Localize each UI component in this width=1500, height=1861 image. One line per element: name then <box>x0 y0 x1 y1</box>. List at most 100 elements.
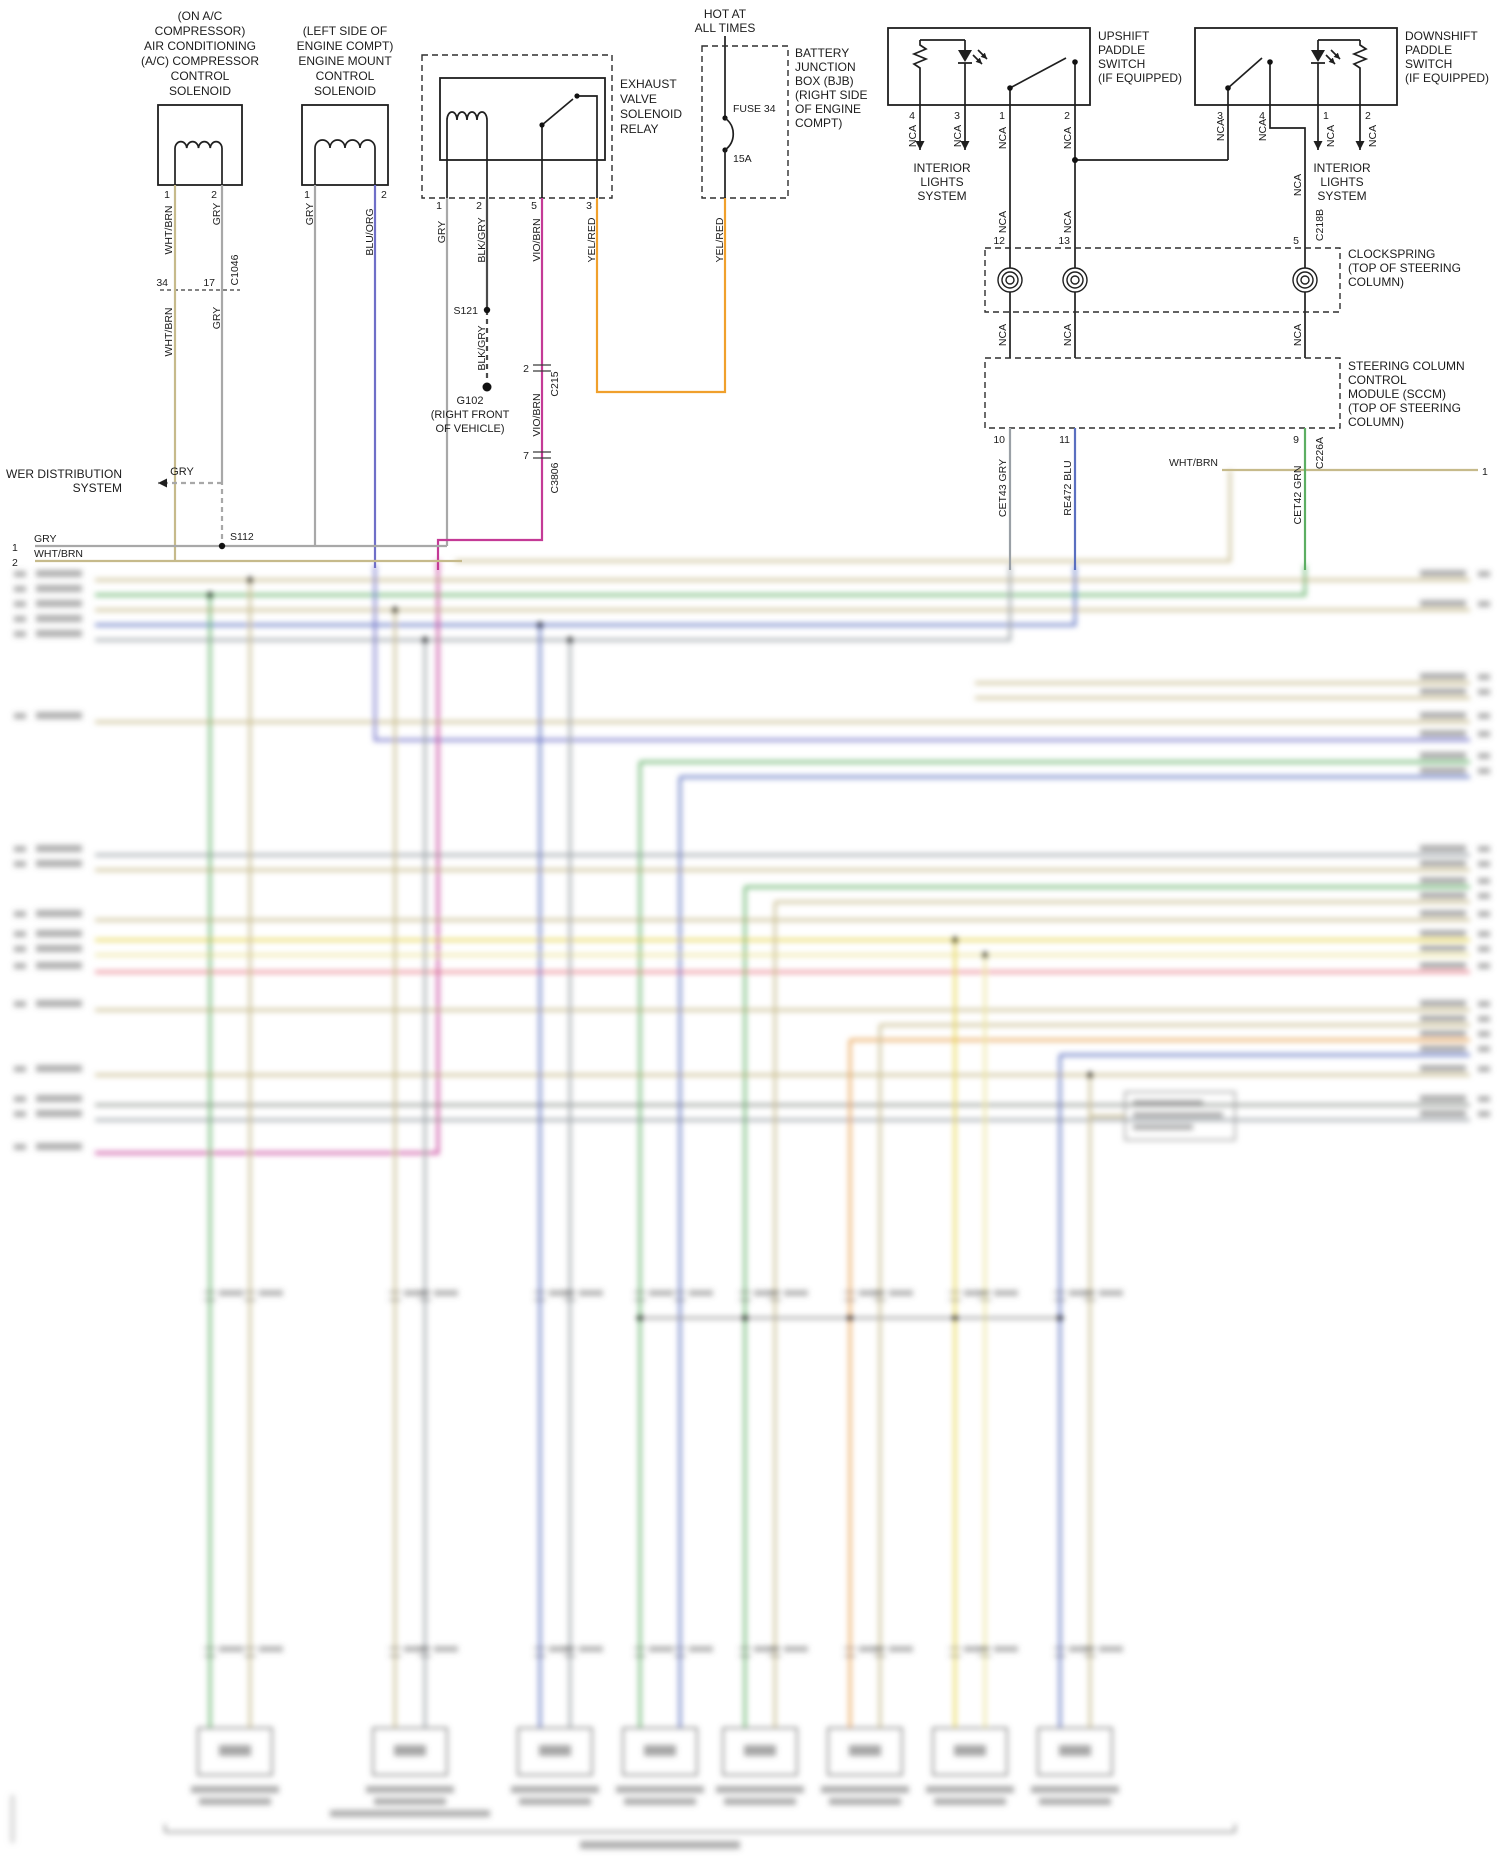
splice-s121-icon <box>483 306 491 314</box>
svg-text:3: 3 <box>1217 110 1223 122</box>
svg-text:WHT/BRN: WHT/BRN <box>34 548 83 560</box>
svg-text:NCA: NCA <box>952 125 964 147</box>
splice-s112-label: S112 <box>230 531 254 543</box>
upshift-paddle-switch: UPSHIFT PADDLE SWITCH (IF EQUIPPED) 4 3 … <box>887 27 1182 150</box>
svg-text:2: 2 <box>1365 110 1371 122</box>
svg-text:NCA: NCA <box>1062 324 1074 346</box>
mount-title: (LEFT SIDE OF <box>303 24 387 38</box>
svg-text:NCA: NCA <box>997 127 1009 149</box>
svg-text:3: 3 <box>954 110 960 122</box>
connector-c1046-label: C1046 <box>229 254 241 285</box>
svg-text:BOX (BJB): BOX (BJB) <box>795 74 854 88</box>
svg-text:JUNCTION: JUNCTION <box>795 60 856 74</box>
svg-text:YEL/RED: YEL/RED <box>714 217 726 262</box>
svg-text:17: 17 <box>203 277 215 289</box>
svg-text:NCA: NCA <box>997 211 1009 233</box>
interior-lights-left: INTERIOR LIGHTS SYSTEM <box>913 161 971 203</box>
svg-text:1: 1 <box>1323 110 1329 122</box>
exhaust-valve-solenoid-relay: EXHAUST VALVE SOLENOID RELAY 1 2 5 3 GRY… <box>421 54 682 263</box>
svg-text:12: 12 <box>993 235 1005 247</box>
svg-text:CONTROL: CONTROL <box>1348 373 1407 387</box>
svg-text:GRY: GRY <box>211 203 223 226</box>
svg-text:GRY: GRY <box>211 307 223 330</box>
svg-text:GRY: GRY <box>170 466 194 478</box>
svg-text:PADDLE: PADDLE <box>1098 43 1145 57</box>
hot-at-all-times: HOT AT <box>704 7 747 21</box>
relay-switch-icon <box>541 95 598 198</box>
clockspring-coil-icon <box>997 267 1023 293</box>
connector-c3806-icon <box>533 451 551 459</box>
led-arrow-icon <box>972 54 983 65</box>
fuse-rating: 15A <box>733 153 752 165</box>
wire-viobrn: 2 C215 VIO/BRN 7 C3806 <box>436 198 561 570</box>
svg-text:GRY: GRY <box>436 221 448 244</box>
ac-compressor-solenoid: (ON A/C COMPRESSOR) AIR CONDITIONING (A/… <box>141 9 259 357</box>
svg-text:RELAY: RELAY <box>620 122 658 136</box>
fuse-icon <box>724 117 735 151</box>
engine-mount-solenoid: (LEFT SIDE OF ENGINE COMPT) ENGINE MOUNT… <box>297 24 394 256</box>
mount-box <box>301 104 389 186</box>
clockspring-dashed-box <box>984 247 1341 313</box>
svg-text:OF ENGINE: OF ENGINE <box>795 102 861 116</box>
svg-text:COMPRESSOR): COMPRESSOR) <box>155 24 246 38</box>
svg-text:BLK/GRY: BLK/GRY <box>476 217 488 262</box>
svg-text:5: 5 <box>1293 235 1299 247</box>
svg-text:SYSTEM: SYSTEM <box>917 189 966 203</box>
svg-text:RE472 BLU: RE472 BLU <box>1062 460 1074 515</box>
svg-text:1: 1 <box>436 200 442 212</box>
svg-text:(TOP OF STEERING: (TOP OF STEERING <box>1348 401 1461 415</box>
svg-text:5: 5 <box>531 200 537 212</box>
svg-text:SOLENOID: SOLENOID <box>169 84 231 98</box>
relay-coil-icon <box>446 111 488 198</box>
resistor-icon <box>1351 40 1369 105</box>
svg-text:YEL/RED: YEL/RED <box>586 217 598 262</box>
led-arrow-icon <box>977 49 988 60</box>
svg-text:NCA: NCA <box>1325 125 1337 147</box>
svg-text:(RIGHT SIDE: (RIGHT SIDE <box>795 88 867 102</box>
svg-text:2: 2 <box>1064 110 1070 122</box>
connector-c3806-label: C3806 <box>549 462 561 493</box>
relay-box <box>439 77 606 161</box>
svg-text:VIO/BRN: VIO/BRN <box>531 218 543 261</box>
battery-junction-box: HOT AT ALL TIMES FUSE 34 15A BATTERY JUN… <box>695 7 868 262</box>
svg-text:1: 1 <box>304 189 310 201</box>
junction-dot <box>1072 157 1078 163</box>
svg-text:4: 4 <box>1259 110 1265 122</box>
ground-g102-label: G102 <box>457 395 484 407</box>
svg-text:SWITCH: SWITCH <box>1098 57 1145 71</box>
sccm: STEERING COLUMN CONTROL MODULE (SCCM) (T… <box>984 357 1465 570</box>
downshift-box <box>1194 27 1398 106</box>
svg-text:SYSTEM: SYSTEM <box>73 481 122 495</box>
svg-text:1: 1 <box>999 110 1005 122</box>
connector-c226a-label: C226A <box>1314 437 1326 469</box>
svg-text:NCA: NCA <box>1257 119 1269 141</box>
svg-text:NCA: NCA <box>1062 211 1074 233</box>
svg-text:COLUMN): COLUMN) <box>1348 275 1404 289</box>
svg-text:ENGINE MOUNT: ENGINE MOUNT <box>298 54 392 68</box>
sccm-dashed-box <box>984 357 1341 429</box>
svg-text:NCA: NCA <box>907 125 919 147</box>
svg-text:(RIGHT FRONT: (RIGHT FRONT <box>431 409 510 421</box>
connector-c218b-label: C218B <box>1314 209 1326 241</box>
right-edge-pin-1: 1 <box>1482 466 1488 478</box>
clockspring-coil-icon <box>1062 267 1088 293</box>
svg-text:LIGHTS: LIGHTS <box>1320 175 1363 189</box>
svg-text:OF VEHICLE): OF VEHICLE) <box>435 423 504 435</box>
svg-text:MODULE (SCCM): MODULE (SCCM) <box>1348 387 1446 401</box>
svg-text:VALVE: VALVE <box>620 92 657 106</box>
svg-text:13: 13 <box>1058 235 1070 247</box>
svg-text:9: 9 <box>1293 434 1299 446</box>
svg-text:WHT/BRN: WHT/BRN <box>1169 457 1218 469</box>
connector-c215-icon <box>533 364 551 372</box>
upshift-box <box>887 27 1091 106</box>
svg-text:COLUMN): COLUMN) <box>1348 415 1404 429</box>
svg-text:COMPT): COMPT) <box>795 116 842 130</box>
svg-text:ALL TIMES: ALL TIMES <box>695 21 756 35</box>
svg-text:INTERIOR: INTERIOR <box>913 161 971 175</box>
svg-text:GRY: GRY <box>34 533 57 545</box>
wire-yelred <box>595 198 727 394</box>
svg-text:LIGHTS: LIGHTS <box>920 175 963 189</box>
svg-text:NCA: NCA <box>997 324 1009 346</box>
paddle-switch-nets <box>1009 105 1306 358</box>
